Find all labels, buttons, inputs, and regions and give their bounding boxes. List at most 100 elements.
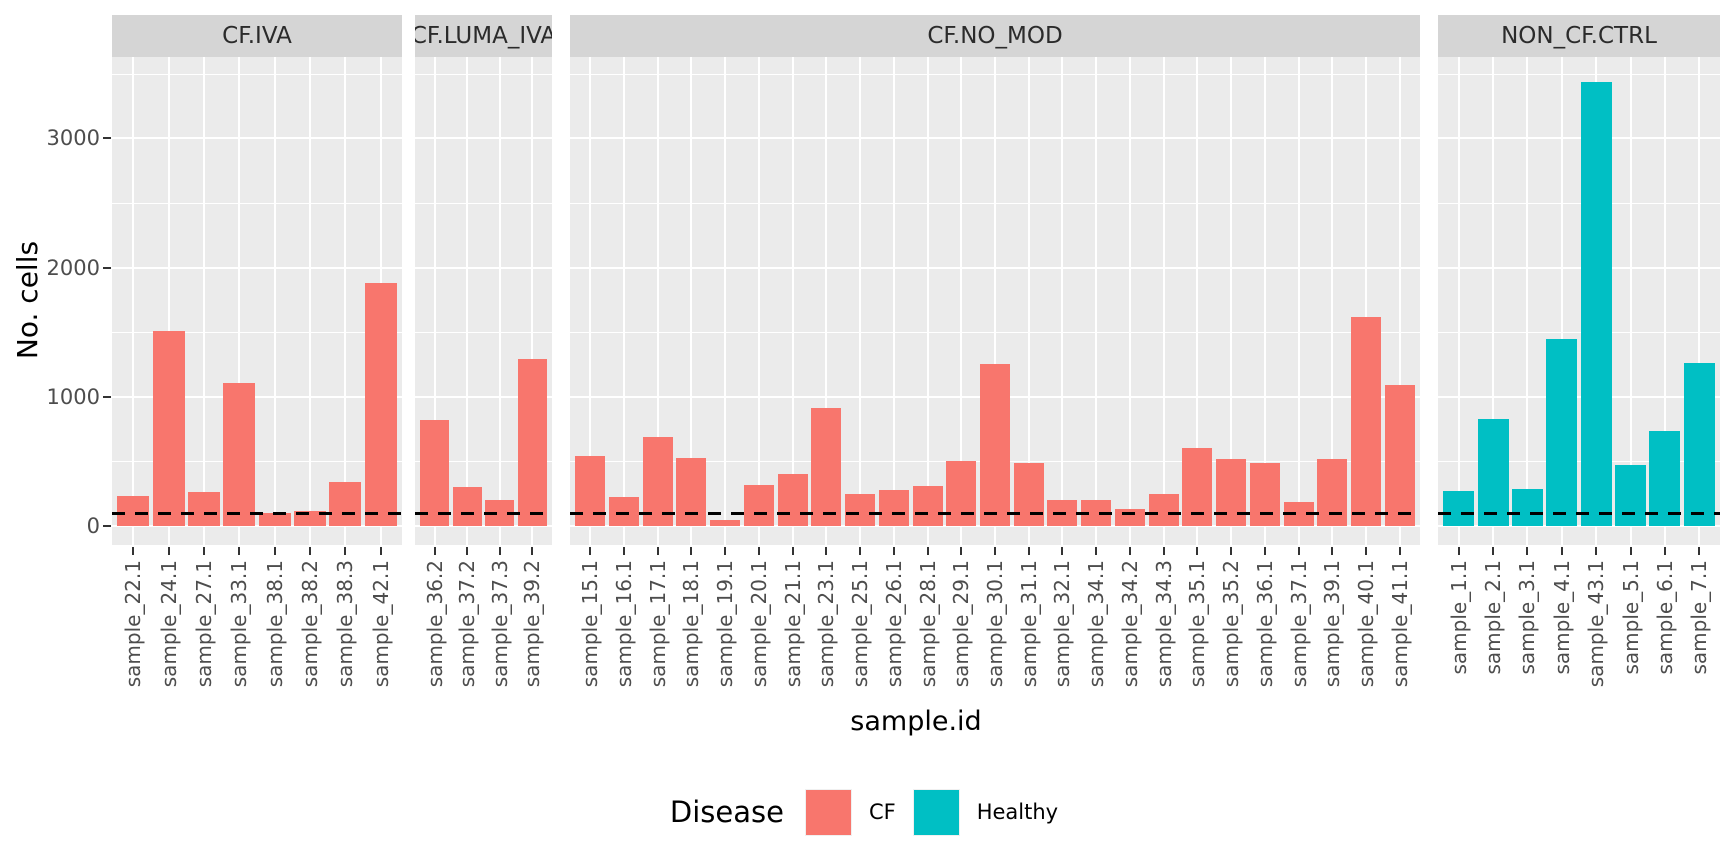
- bar: [258, 513, 291, 526]
- x-axis-tick-mark: [1457, 547, 1460, 555]
- x-axis-tick-mark: [690, 547, 693, 555]
- vertical-gridline: [1457, 57, 1460, 545]
- x-axis-tick-mark: [1526, 547, 1529, 555]
- x-axis-tick-mark: [1698, 547, 1701, 555]
- x-axis-tick-label: sample_6.1: [1652, 560, 1677, 675]
- bar: [452, 487, 482, 526]
- x-axis-tick-label: sample_27.1: [191, 560, 216, 688]
- bar: [329, 482, 362, 526]
- vertical-gridline: [757, 57, 760, 545]
- x-axis-tick-mark: [994, 547, 996, 555]
- x-axis-tick-mark: [1297, 547, 1300, 555]
- x-axis-tick-mark: [167, 547, 170, 555]
- bar: [878, 489, 909, 526]
- minor-gridline: [415, 203, 552, 204]
- x-axis-tick-label: sample_18.1: [679, 560, 704, 688]
- vertical-gridline: [1629, 57, 1632, 545]
- x-axis-tick-mark: [859, 547, 862, 555]
- vertical-gridline: [344, 57, 347, 545]
- x-axis-tick-mark: [1492, 547, 1495, 555]
- x-axis-tick-mark: [724, 547, 727, 555]
- major-gridline: [415, 525, 552, 527]
- x-axis-tick-label: sample_32.1: [1050, 560, 1075, 688]
- bar: [912, 485, 943, 526]
- vertical-gridline: [273, 57, 276, 545]
- vertical-gridline: [1263, 57, 1266, 545]
- vertical-gridline: [1698, 57, 1701, 545]
- minor-gridline: [1438, 203, 1720, 204]
- x-axis-tick-label: sample_35.2: [1219, 560, 1244, 688]
- vertical-gridline: [791, 57, 794, 545]
- x-axis-tick-label: sample_38.3: [333, 560, 358, 688]
- vertical-gridline: [1297, 57, 1300, 545]
- vertical-gridline: [498, 57, 501, 545]
- y-axis-tick-label: 0: [86, 514, 100, 538]
- x-axis-tick-mark: [1663, 547, 1666, 555]
- vertical-gridline: [960, 57, 963, 545]
- bar: [946, 461, 977, 526]
- reference-line: [1438, 512, 1720, 516]
- vertical-gridline: [994, 57, 996, 545]
- x-axis-tick-label: sample_38.1: [262, 560, 287, 688]
- x-axis-tick-label: sample_21.1: [780, 560, 805, 688]
- x-axis-tick-label: sample_41.1: [1387, 560, 1412, 688]
- reference-line: [570, 512, 1420, 516]
- vertical-gridline: [1398, 57, 1401, 545]
- x-axis-tick-label: sample_33.1: [227, 560, 252, 688]
- x-axis-tick-mark: [1162, 547, 1165, 555]
- x-axis-tick-label: sample_29.1: [949, 560, 974, 688]
- bar: [1511, 488, 1543, 526]
- y-axis-tick-label: 2000: [46, 255, 100, 280]
- vertical-gridline: [1492, 57, 1495, 545]
- x-axis-tick-mark: [892, 547, 895, 555]
- x-axis-tick-label: sample_5.1: [1618, 560, 1643, 675]
- bar: [608, 496, 639, 526]
- bar: [1580, 82, 1612, 526]
- x-axis-tick-mark: [1595, 547, 1598, 555]
- x-axis-tick-label: sample_40.1: [1354, 560, 1379, 688]
- x-axis-tick-label: sample_36.1: [1252, 560, 1277, 688]
- x-axis-tick-label: sample_1.1: [1446, 560, 1471, 675]
- bar: [980, 363, 1010, 526]
- vertical-gridline: [589, 57, 592, 545]
- x-axis-tick-mark: [132, 547, 135, 555]
- x-axis-tick-mark: [1263, 547, 1266, 555]
- major-gridline: [112, 525, 402, 527]
- x-axis-tick-mark: [379, 547, 382, 555]
- x-axis-tick-label: sample_39.2: [520, 560, 545, 688]
- vertical-gridline: [825, 57, 828, 545]
- bar: [152, 330, 185, 526]
- x-axis-tick-label: sample_37.3: [487, 560, 512, 688]
- facet-strip-label: CF.NO_MOD: [927, 23, 1063, 49]
- vertical-gridline: [622, 57, 625, 545]
- legend-items: CF Healthy: [804, 788, 1058, 836]
- bar: [420, 420, 450, 526]
- vertical-gridline: [132, 57, 135, 545]
- x-axis-tick-mark: [791, 547, 794, 555]
- x-axis-tick-mark: [960, 547, 963, 555]
- vertical-gridline: [1526, 57, 1529, 545]
- minor-gridline: [1438, 73, 1720, 75]
- minor-gridline: [415, 73, 552, 75]
- bar: [187, 491, 220, 526]
- legend-label: CF: [868, 800, 896, 824]
- minor-gridline: [415, 461, 552, 463]
- vertical-gridline: [1162, 57, 1165, 545]
- major-gridline: [1438, 266, 1720, 269]
- bar: [743, 484, 774, 526]
- minor-gridline: [415, 332, 552, 334]
- x-axis-tick-mark: [1560, 547, 1563, 555]
- facet-strip: CF.IVA: [112, 15, 402, 57]
- x-axis-tick-label: sample_43.1: [1584, 560, 1609, 688]
- vertical-gridline: [859, 57, 862, 545]
- x-axis-tick-label: sample_24.1: [156, 560, 181, 688]
- bar: [1249, 462, 1280, 526]
- bar: [1649, 431, 1681, 526]
- x-axis-tick-label: sample_4.1: [1549, 560, 1574, 675]
- x-axis-tick-label: sample_42.1: [368, 560, 393, 688]
- x-axis-tick-label: sample_22.1: [121, 560, 146, 688]
- x-axis-tick-mark: [1365, 547, 1368, 555]
- reference-line: [415, 512, 552, 516]
- bar: [575, 456, 606, 526]
- legend-key-healthy: [912, 788, 960, 836]
